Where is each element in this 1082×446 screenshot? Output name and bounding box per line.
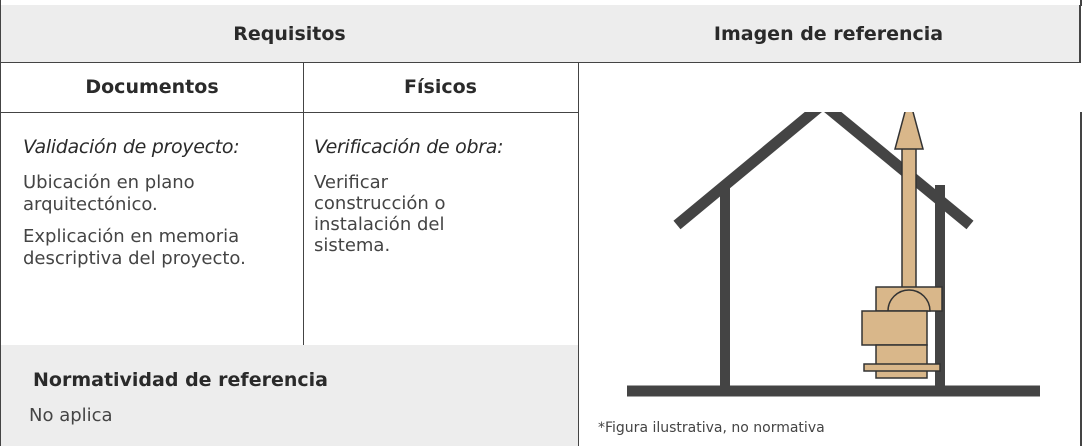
normatividad-cell: Normatividad de referencia No aplica	[0, 345, 579, 446]
normatividad-text: No aplica	[29, 405, 113, 426]
figure-caption: *Figura ilustrativa, no normativa	[598, 420, 825, 436]
documentos-heading: Validación de proyecto:	[23, 136, 240, 158]
stove	[861, 112, 943, 379]
header-imagen: Imagen de referencia	[578, 5, 1081, 63]
documentos-cell: Validación de proyecto: Ubicación en pla…	[0, 112, 304, 346]
roof	[673, 112, 974, 230]
fisicos-item: Verificar construcción o instalación del…	[314, 172, 446, 256]
documentos-item: Ubicación en plano arquitectónico.	[23, 172, 195, 215]
house-illustration	[627, 112, 1040, 397]
documentos-item: Explicación en memoria descriptiva del p…	[23, 226, 246, 269]
subheader-documentos: Documentos	[0, 62, 304, 113]
normatividad-title: Normatividad de referencia	[33, 369, 328, 391]
header-requisitos: Requisitos	[0, 5, 579, 63]
figure-cell: *Figura ilustrativa, no normativa	[578, 112, 1082, 446]
fisicos-cell: Verificación de obra: Verificar construc…	[303, 112, 579, 346]
fisicos-heading: Verificación de obra:	[314, 136, 504, 158]
subheader-fisicos: Físicos	[303, 62, 579, 113]
